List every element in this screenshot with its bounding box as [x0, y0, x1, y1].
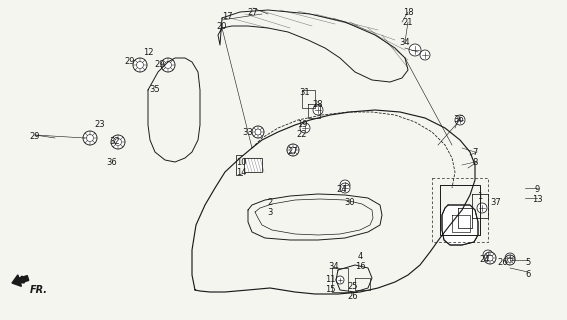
- Text: 35: 35: [150, 85, 160, 94]
- Circle shape: [313, 105, 323, 115]
- FancyArrow shape: [12, 275, 29, 286]
- Circle shape: [477, 203, 487, 213]
- Text: 20: 20: [217, 22, 227, 31]
- Text: 15: 15: [325, 285, 335, 294]
- Text: 28: 28: [312, 100, 323, 109]
- Text: 17: 17: [222, 12, 232, 21]
- Circle shape: [336, 276, 344, 284]
- Circle shape: [455, 115, 465, 125]
- Text: 29: 29: [155, 60, 165, 69]
- Circle shape: [111, 135, 125, 149]
- Circle shape: [340, 180, 350, 190]
- Circle shape: [300, 123, 310, 133]
- Text: 2: 2: [268, 198, 273, 207]
- Text: 30: 30: [345, 198, 356, 207]
- Text: 11: 11: [325, 275, 335, 284]
- Circle shape: [83, 131, 97, 145]
- Text: 4: 4: [357, 252, 363, 261]
- Text: 10: 10: [236, 158, 246, 167]
- Circle shape: [133, 58, 147, 72]
- Circle shape: [505, 255, 515, 265]
- Circle shape: [340, 183, 350, 193]
- Text: 12: 12: [143, 48, 153, 57]
- Text: 27: 27: [287, 147, 298, 156]
- Circle shape: [409, 44, 421, 56]
- Text: 13: 13: [532, 195, 542, 204]
- Text: 9: 9: [534, 185, 540, 194]
- Text: 37: 37: [490, 198, 501, 207]
- Text: 8: 8: [472, 158, 477, 167]
- Text: 25: 25: [348, 282, 358, 291]
- Polygon shape: [442, 205, 478, 245]
- Text: 36: 36: [107, 158, 117, 167]
- Text: 26: 26: [348, 292, 358, 301]
- Text: 19: 19: [297, 120, 307, 129]
- Text: 33: 33: [243, 128, 253, 137]
- Circle shape: [483, 250, 493, 260]
- Text: 6: 6: [525, 270, 531, 279]
- Text: 18: 18: [403, 8, 413, 17]
- Text: 16: 16: [355, 262, 365, 271]
- Text: 3: 3: [267, 208, 273, 217]
- Text: 32: 32: [109, 137, 120, 146]
- Circle shape: [505, 253, 515, 263]
- Text: 29: 29: [29, 132, 40, 141]
- Text: 5: 5: [526, 258, 531, 267]
- Text: 27: 27: [248, 8, 259, 17]
- Text: 24: 24: [337, 185, 347, 194]
- Circle shape: [484, 252, 496, 264]
- Text: 23: 23: [95, 120, 105, 129]
- Text: 24: 24: [480, 255, 490, 264]
- Circle shape: [287, 144, 299, 156]
- Text: 21: 21: [403, 18, 413, 27]
- Text: 34: 34: [400, 38, 411, 47]
- Circle shape: [252, 126, 264, 138]
- Text: 22: 22: [297, 130, 307, 139]
- Text: FR.: FR.: [30, 285, 48, 295]
- Text: 1: 1: [477, 192, 483, 201]
- Text: 26: 26: [498, 258, 508, 267]
- Text: 29: 29: [125, 57, 136, 66]
- Text: 7: 7: [472, 148, 477, 157]
- Text: 36: 36: [454, 115, 464, 124]
- Circle shape: [161, 58, 175, 72]
- Text: 14: 14: [236, 168, 246, 177]
- Circle shape: [420, 50, 430, 60]
- Text: 31: 31: [300, 88, 310, 97]
- FancyBboxPatch shape: [244, 158, 262, 172]
- Text: 34: 34: [329, 262, 339, 271]
